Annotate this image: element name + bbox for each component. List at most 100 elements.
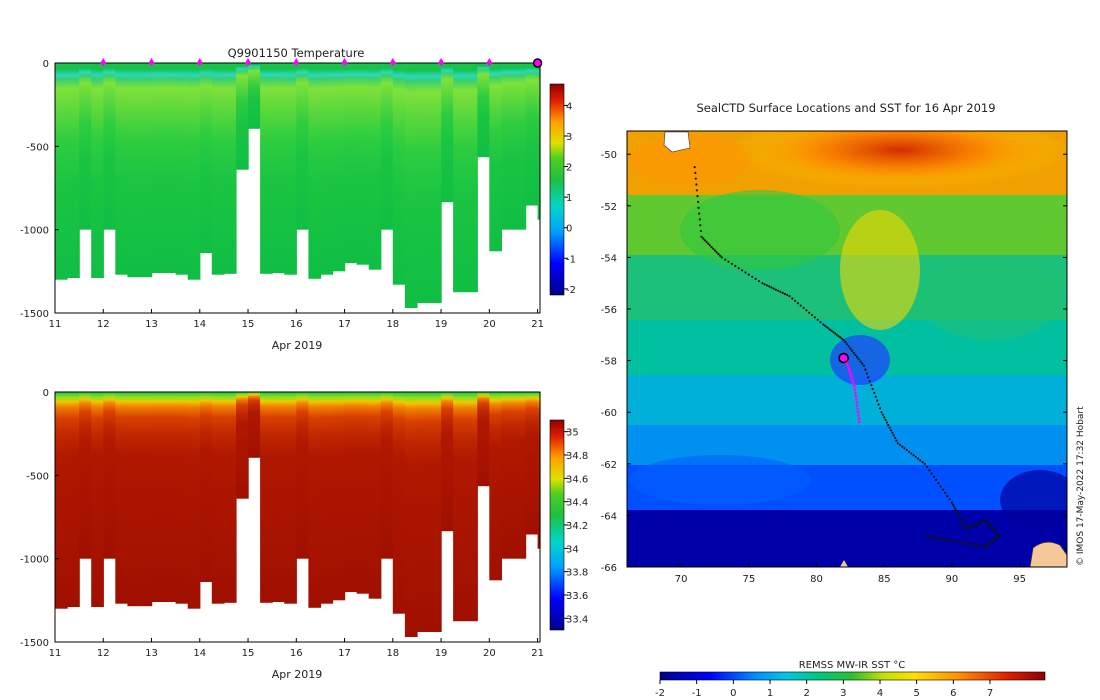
- track-point: [848, 370, 851, 373]
- track-point: [779, 290, 782, 293]
- profile-bar: [139, 63, 153, 278]
- profile-bar: [79, 63, 92, 230]
- track-point: [874, 395, 877, 398]
- profile-bar: [199, 63, 213, 253]
- y-tick-label: -1000: [20, 226, 49, 237]
- profile-bar: [368, 392, 382, 599]
- lat-tick-label: -58: [601, 357, 617, 368]
- seal-track: [693, 166, 1001, 548]
- x-tick-label: 20: [483, 648, 496, 659]
- track-point: [964, 542, 968, 545]
- antarctica-landmass: [1029, 541, 1067, 567]
- current-location-marker: [838, 352, 849, 364]
- track-point: [950, 501, 954, 504]
- profile-bar: [79, 392, 92, 559]
- track-point: [953, 505, 956, 508]
- track-point: [961, 520, 964, 524]
- temperature-y-ticks: 0 -500 -1000 -1500: [20, 59, 59, 320]
- colorbar-tick-label: 2: [566, 163, 572, 174]
- track-point: [910, 452, 913, 455]
- track-point: [917, 457, 920, 460]
- track-point: [876, 399, 879, 402]
- colorbar-tick-label: 34.6: [566, 474, 588, 485]
- track-point: [884, 418, 887, 421]
- x-tick-label: 18: [386, 319, 399, 330]
- profile-bar: [260, 63, 273, 274]
- track-point: [849, 374, 853, 378]
- track-point: [941, 488, 945, 491]
- track-point: [979, 544, 982, 547]
- profile-bar: [441, 392, 454, 532]
- profile-bar: [380, 63, 394, 230]
- profile-bar: [248, 392, 261, 458]
- lat-tick-label: -60: [601, 408, 617, 419]
- profile-bar: [441, 63, 454, 203]
- sst-colorbar-tick-label: 1: [767, 688, 773, 699]
- track-point: [781, 291, 784, 294]
- track-point: [954, 507, 957, 511]
- track-point: [857, 417, 861, 421]
- track-point: [955, 510, 958, 513]
- x-tick-label: 12: [97, 319, 110, 330]
- track-point: [956, 541, 959, 544]
- track-point: [847, 367, 851, 371]
- track-point: [835, 333, 838, 336]
- track-point: [912, 454, 915, 457]
- y-tick-label: -500: [26, 142, 49, 153]
- track-point: [953, 540, 956, 543]
- track-point: [880, 411, 883, 414]
- track-point: [695, 183, 698, 186]
- track-point: [694, 177, 697, 180]
- track-point: [697, 200, 700, 203]
- profile-bar: [356, 63, 370, 265]
- profile-bar: [501, 392, 515, 559]
- track-point: [851, 380, 855, 384]
- y-tick-label: -500: [26, 471, 49, 482]
- track-point: [823, 324, 827, 327]
- profile-marker: [148, 58, 155, 66]
- x-tick-label: 19: [435, 648, 448, 659]
- track-point: [914, 455, 917, 458]
- profile-bar: [55, 392, 68, 609]
- salinity-section: 11 12 13 14 15 16 17 18 19 20 21 0 -500 -1000 -1500 A…: [20, 388, 588, 681]
- track-point: [852, 351, 855, 354]
- track-point: [976, 522, 979, 525]
- track-point: [923, 462, 926, 465]
- track-point: [956, 512, 959, 515]
- profile-bar: [67, 392, 80, 607]
- map-frame: [626, 130, 1068, 568]
- track-point: [958, 516, 961, 519]
- salinity-x-label: Apr 2019: [272, 668, 323, 681]
- profile-bar: [416, 392, 430, 632]
- track-point: [930, 536, 933, 539]
- track-point: [845, 343, 849, 346]
- track-point: [932, 475, 936, 478]
- track-point: [839, 336, 842, 339]
- profile-bar: [127, 392, 141, 607]
- track-point: [774, 288, 778, 291]
- sst-colorbar-tick-label: -2: [655, 688, 665, 699]
- track-point: [948, 539, 951, 542]
- profile-bar: [175, 392, 189, 604]
- map-latitude-ticks: -50 -52 -54 -56 -58 -60 -62 -64 -66: [601, 150, 1067, 574]
- colorbar-tick-label: 34.8: [566, 451, 588, 462]
- profile-bar: [489, 392, 502, 581]
- track-point: [870, 384, 873, 387]
- track-point: [813, 316, 816, 319]
- track-point: [952, 503, 955, 506]
- track-point: [747, 273, 750, 276]
- track-point: [963, 525, 966, 528]
- profile-bar: [525, 392, 539, 535]
- profile-bar: [187, 392, 201, 609]
- profile-bar: [429, 392, 442, 632]
- track-point: [928, 535, 931, 539]
- profile-bar: [223, 63, 237, 274]
- track-point: [855, 401, 858, 404]
- track-point: [853, 388, 857, 391]
- lat-tick-label: -66: [601, 563, 617, 574]
- profile-bar: [67, 63, 80, 278]
- profile-bar: [453, 392, 466, 622]
- sst-colorbar-tick-label: 4: [877, 688, 883, 699]
- profile-bar: [199, 392, 213, 582]
- track-point: [855, 404, 859, 408]
